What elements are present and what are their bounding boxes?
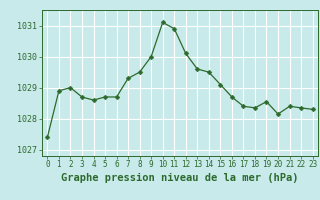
X-axis label: Graphe pression niveau de la mer (hPa): Graphe pression niveau de la mer (hPa)	[61, 173, 299, 183]
